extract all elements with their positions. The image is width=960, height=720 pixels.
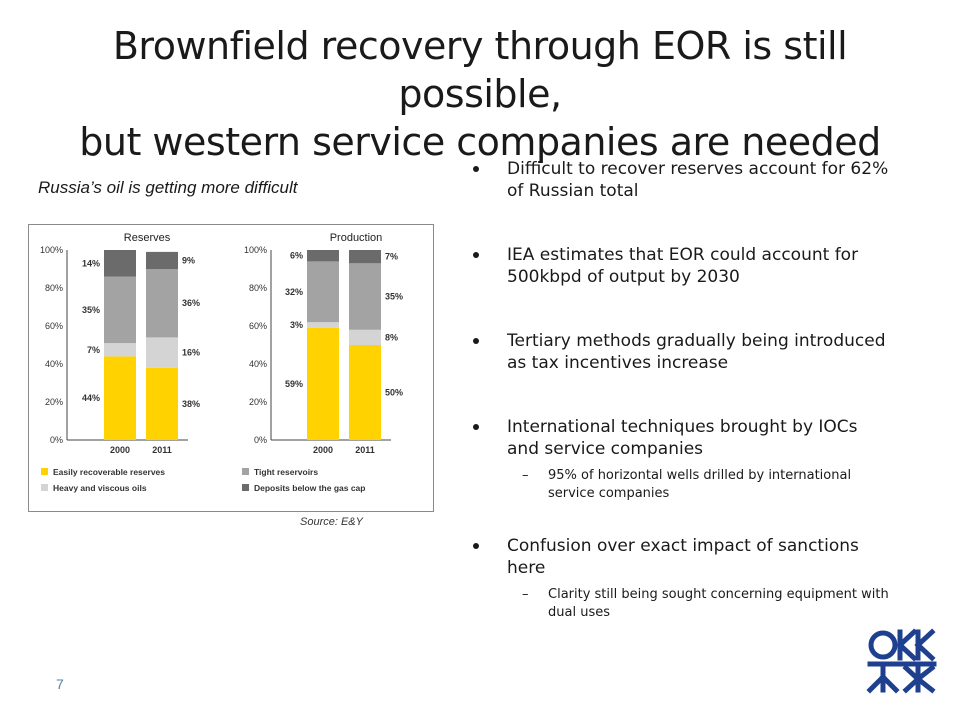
bar-segment xyxy=(104,343,136,357)
bar-segment xyxy=(307,322,339,328)
data-label: 50% xyxy=(385,388,403,398)
data-label: 6% xyxy=(290,251,303,261)
y-tick-label: 80% xyxy=(45,283,63,293)
bar-segment xyxy=(146,367,178,440)
y-tick-label: 0% xyxy=(254,435,267,445)
legend-label: Tight reservoirs xyxy=(254,467,318,477)
data-label: 3% xyxy=(290,320,303,330)
data-label: 32% xyxy=(285,287,303,297)
stacked-bar-charts: Reserves 0% 20% 40% 60% 80% 100% 44% 7% 35% 14% 200… xyxy=(40,232,403,493)
sub-bullet-item: Clarity still being sought concerning eq… xyxy=(522,586,890,622)
data-label: 16% xyxy=(182,348,200,358)
title-line-1: Brownfield recovery through EOR is still… xyxy=(112,24,848,116)
bar-segment xyxy=(146,251,178,269)
page-number: 7 xyxy=(56,676,64,692)
legend-swatch xyxy=(242,468,249,475)
y-tick-label: 0% xyxy=(50,435,63,445)
data-label: 35% xyxy=(82,305,100,315)
chart-frame: Reserves 0% 20% 40% 60% 80% 100% 44% 7% 35% 14% 200… xyxy=(28,224,434,512)
data-label: 9% xyxy=(182,255,195,265)
bar-segment xyxy=(349,263,381,330)
legend-label: Easily recoverable reserves xyxy=(53,467,165,477)
y-tick-label: 60% xyxy=(249,321,267,331)
bar-segment xyxy=(104,276,136,344)
bar-segment xyxy=(349,345,381,440)
y-tick-label: 20% xyxy=(45,397,63,407)
bar-segment xyxy=(307,261,339,323)
chart-title: Production xyxy=(330,232,383,244)
data-label: 36% xyxy=(182,298,200,308)
bar-segment xyxy=(146,269,178,338)
bullet-item: Tertiary methods gradually being introdu… xyxy=(470,330,890,374)
x-tick-label: 2011 xyxy=(355,445,375,455)
data-label: 7% xyxy=(87,345,100,355)
chart-source: Source: E&Y xyxy=(300,516,363,528)
bullet-list: Difficult to recover reserves account fo… xyxy=(470,156,890,622)
bar-segment xyxy=(104,250,136,277)
y-tick-label: 20% xyxy=(249,397,267,407)
legend-swatch xyxy=(41,484,48,491)
slide-title: Brownfield recovery through EOR is still… xyxy=(40,22,920,166)
bar-segment xyxy=(349,250,381,264)
y-tick-label: 80% xyxy=(249,283,267,293)
bar-segment xyxy=(104,356,136,440)
x-tick-label: 2011 xyxy=(152,445,172,455)
y-tick-label: 40% xyxy=(45,359,63,369)
y-tick-label: 100% xyxy=(40,245,63,255)
y-tick-label: 60% xyxy=(45,321,63,331)
bullet-item: Difficult to recover reserves account fo… xyxy=(470,158,890,202)
bar-segment xyxy=(349,329,381,345)
y-tick-label: 40% xyxy=(249,359,267,369)
legend-swatch xyxy=(41,468,48,475)
bullet-item: IEA estimates that EOR could account for… xyxy=(470,244,890,288)
bar-segment xyxy=(307,327,339,440)
data-label: 38% xyxy=(182,399,200,409)
y-tick-label: 100% xyxy=(244,245,267,255)
legend-label: Deposits below the gas cap xyxy=(254,483,365,493)
chart-title: Reserves xyxy=(124,232,171,244)
data-label: 35% xyxy=(385,292,403,302)
title-line-2: but western service companies are needed xyxy=(79,120,881,164)
x-tick-label: 2000 xyxy=(313,445,333,455)
data-label: 8% xyxy=(385,332,398,342)
bar-segment xyxy=(146,337,178,368)
bar-segment xyxy=(307,250,339,262)
data-label: 7% xyxy=(385,252,398,262)
bullet-item: Confusion over exact impact of sanctions… xyxy=(470,535,890,579)
chart-caption: Russia’s oil is getting more difficult xyxy=(38,178,298,197)
legend-swatch xyxy=(242,484,249,491)
x-tick-label: 2000 xyxy=(110,445,130,455)
okk-logo-icon xyxy=(866,628,937,694)
sub-bullet-item: 95% of horizontal wells drilled by inter… xyxy=(522,467,890,503)
data-label: 59% xyxy=(285,379,303,389)
legend-label: Heavy and viscous oils xyxy=(53,483,147,493)
data-label: 44% xyxy=(82,393,100,403)
bullet-item: International techniques brought by IOCs… xyxy=(470,416,890,460)
data-label: 14% xyxy=(82,258,100,268)
